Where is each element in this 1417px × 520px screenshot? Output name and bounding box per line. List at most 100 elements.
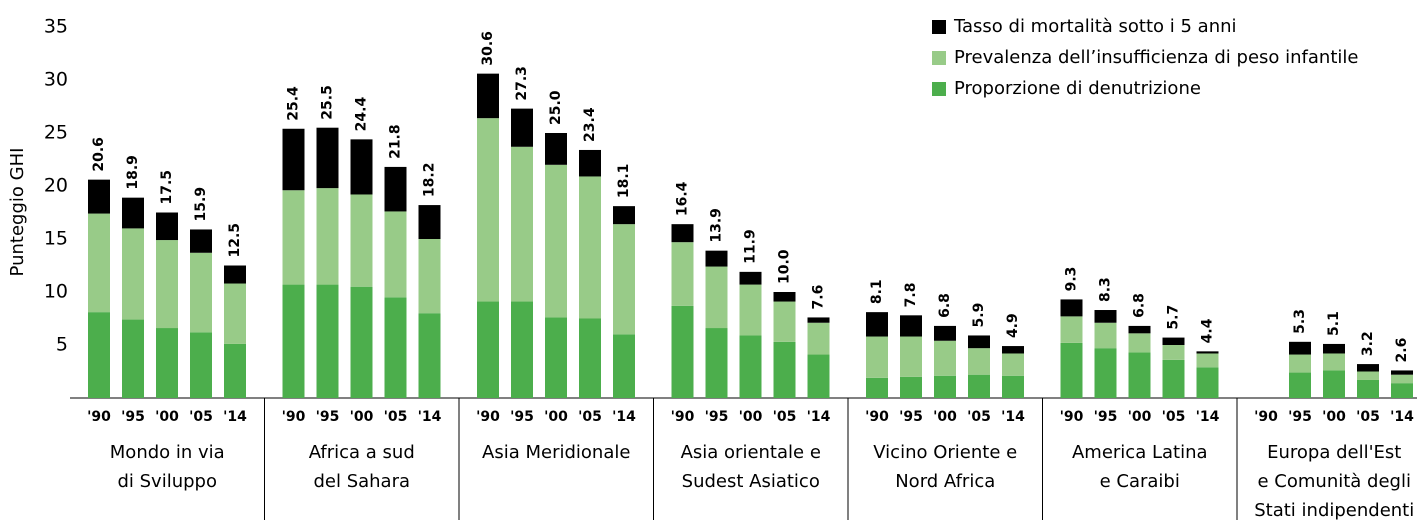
total-label: 24.4 [354, 97, 370, 132]
bar-segment [1323, 370, 1345, 398]
bar-segment [773, 292, 796, 302]
legend-swatch [932, 20, 946, 34]
group-label: Nord Africa [895, 471, 995, 492]
total-label: 6.8 [1132, 293, 1148, 318]
bar-segment [613, 206, 635, 225]
y-axis-title: Punteggio GHI [7, 148, 28, 277]
bar-segment [156, 240, 178, 329]
total-label: 25.0 [548, 90, 564, 125]
total-label: 8.1 [869, 279, 885, 304]
x-tick-label: '00 [1322, 409, 1346, 425]
x-tick-label: '90 [671, 409, 695, 425]
x-tick-label: '95 [1094, 409, 1118, 425]
bar-segment [1196, 353, 1219, 368]
bar-segment [122, 197, 144, 229]
bar-segment [224, 283, 246, 344]
bar-segment [671, 242, 694, 306]
total-label: 13.9 [709, 208, 725, 243]
bar-segment [1002, 346, 1024, 354]
bar-segment [418, 205, 441, 239]
bar-segment [968, 348, 990, 375]
group-label: di Sviluppo [117, 471, 217, 492]
bar-segment [122, 228, 144, 320]
x-tick-label: '14 [1390, 409, 1414, 425]
bar-segment [418, 239, 441, 314]
bar-segment [739, 271, 762, 285]
bar-segment [1094, 322, 1117, 349]
total-label: 5.7 [1166, 305, 1182, 330]
bar-segment [739, 335, 762, 398]
bar-segment [511, 301, 533, 398]
bar-segment [807, 322, 830, 355]
x-tick-label: '05 [384, 409, 408, 425]
total-label: 5.1 [1326, 311, 1342, 336]
bar-segment [1289, 372, 1311, 398]
bar-segment [1162, 337, 1185, 345]
y-tick-label: 10 [44, 281, 68, 303]
total-label: 9.3 [1064, 267, 1080, 292]
x-tick-label: '90 [1254, 409, 1278, 425]
bar-segment [282, 284, 305, 398]
x-tick-label: '14 [418, 409, 442, 425]
x-tick-label: '00 [155, 409, 179, 425]
bar-segment [224, 265, 246, 284]
bar-segment [477, 73, 499, 119]
bar-segment [773, 301, 796, 342]
group-label: e Comunità degli [1258, 471, 1411, 492]
bar-segment [477, 118, 499, 302]
bar-segment [545, 164, 567, 318]
total-label: 8.3 [1098, 277, 1114, 302]
x-tick-label: '90 [1060, 409, 1084, 425]
bar-segment [900, 315, 922, 337]
bar-segment [671, 305, 694, 398]
bar-segment [88, 213, 110, 313]
bar-segment [282, 128, 305, 191]
bar-segment [224, 343, 246, 398]
x-tick-label: '90 [865, 409, 889, 425]
bar-segment [866, 336, 888, 378]
bar-segment [545, 317, 567, 398]
bar-segment [1128, 333, 1151, 353]
total-label: 21.8 [388, 124, 404, 159]
total-label: 17.5 [159, 170, 175, 205]
bar-segment [1128, 352, 1151, 398]
bar-segment [934, 325, 956, 341]
bar-segment [190, 252, 212, 333]
bar-segment [1094, 310, 1117, 323]
x-tick-label: '95 [510, 409, 534, 425]
group-label: Africa a sud [309, 442, 415, 463]
x-tick-label: '05 [189, 409, 213, 425]
total-label: 4.9 [1005, 313, 1021, 338]
y-tick-label: 5 [56, 334, 68, 356]
total-label: 2.6 [1394, 338, 1410, 363]
y-tick-label: 20 [44, 175, 68, 197]
bar-segment [156, 328, 178, 398]
bar-segment [1391, 370, 1413, 375]
total-label: 6.8 [937, 293, 953, 318]
total-label: 12.5 [227, 223, 243, 258]
bar-segment [968, 335, 990, 349]
bar-segment [968, 374, 990, 398]
bar-segment [1060, 342, 1083, 398]
total-label: 18.2 [422, 163, 438, 198]
bar-segment [613, 224, 635, 335]
bar-segment [934, 340, 956, 376]
bar-segment [350, 194, 373, 287]
bar-segment [807, 354, 830, 398]
bar-segment [1196, 367, 1219, 398]
x-tick-label: '05 [967, 409, 991, 425]
y-tick-label: 15 [44, 228, 68, 250]
bar-segment [1128, 325, 1151, 334]
bar-segment [511, 108, 533, 147]
total-label: 16.4 [675, 181, 691, 216]
bar-segment [545, 133, 567, 165]
total-label: 18.1 [616, 164, 632, 199]
bar-segment [934, 375, 956, 398]
bar-segment [511, 146, 533, 302]
bar-segment [1357, 371, 1379, 380]
x-tick-label: '05 [578, 409, 602, 425]
bar-segment [1289, 354, 1311, 373]
total-label: 18.9 [125, 155, 141, 190]
bar-segment [579, 318, 601, 398]
total-label: 7.6 [811, 285, 827, 310]
